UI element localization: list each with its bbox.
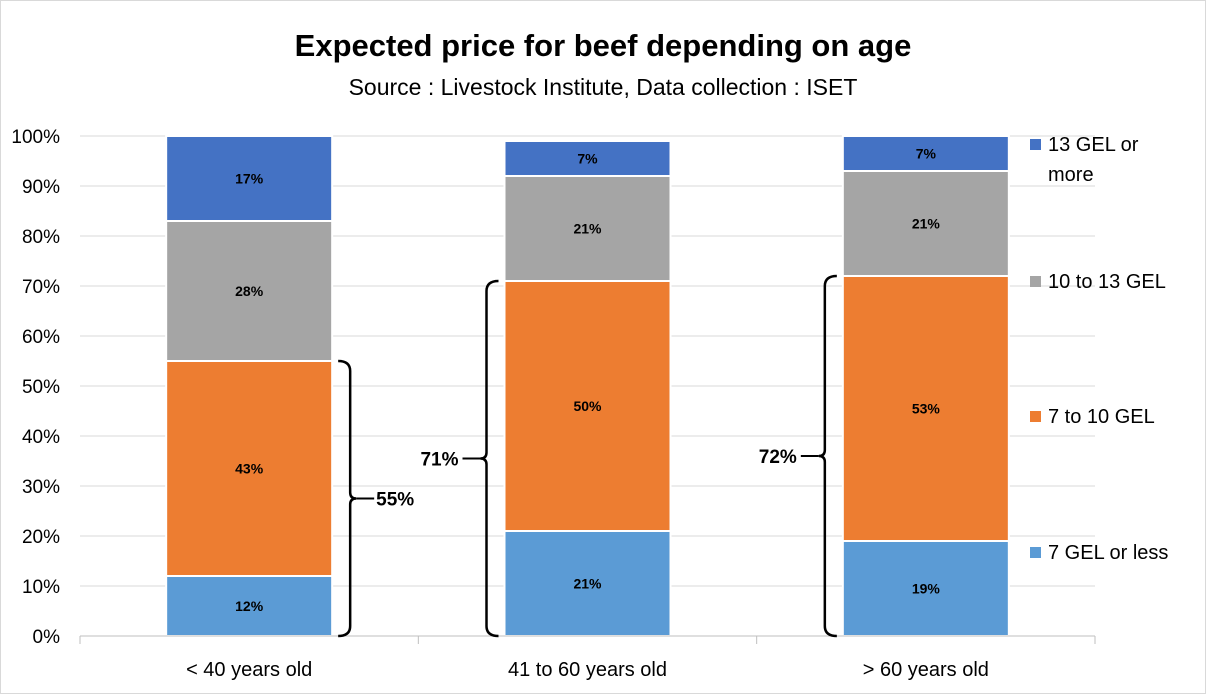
data-label: 7% — [916, 146, 937, 162]
data-label: 21% — [912, 216, 941, 232]
bar-segment — [841, 135, 1010, 172]
bracket-label: 55% — [376, 490, 414, 511]
bracket-label: 71% — [420, 450, 458, 471]
y-tick-label: 70% — [22, 277, 60, 298]
y-tick-label: 40% — [22, 427, 60, 448]
y-tick-label: 50% — [22, 377, 60, 398]
bracket — [338, 359, 357, 638]
legend-label: 7 GEL or less — [1048, 542, 1168, 564]
x-tick-label: 41 to 60 years old — [508, 659, 667, 681]
legend-swatch — [1030, 139, 1041, 150]
bar-segment — [503, 530, 672, 637]
bar-segment — [841, 170, 1010, 277]
y-tick-label: 60% — [22, 327, 60, 348]
data-label: 19% — [912, 581, 941, 597]
data-label: 21% — [573, 576, 602, 592]
bracket — [818, 274, 837, 638]
data-label: 53% — [912, 401, 941, 417]
y-tick-label: 100% — [11, 127, 60, 148]
legend-label: 7 to 10 GEL — [1048, 406, 1155, 428]
y-tick-label: 10% — [22, 577, 60, 598]
legend-swatch — [1030, 547, 1041, 558]
bracket — [480, 279, 499, 638]
bar-segment — [841, 540, 1010, 637]
y-tick-label: 0% — [33, 627, 61, 648]
y-tick-label: 20% — [22, 527, 60, 548]
data-label: 17% — [235, 171, 264, 187]
data-label: 7% — [577, 151, 598, 167]
legend-swatch — [1030, 411, 1041, 422]
bar-segment — [841, 275, 1010, 542]
bar-segment — [503, 140, 672, 177]
y-tick-label: 80% — [22, 227, 60, 248]
legend-label: 13 GEL or more — [1048, 134, 1139, 186]
bar-segment — [503, 280, 672, 532]
bracket-annotations: 55% 71% 72% — [338, 274, 837, 638]
chart-title: Expected price for beef depending on age — [294, 28, 912, 63]
y-tick-label: 90% — [22, 177, 60, 198]
bar-segment — [165, 135, 334, 222]
chart-subtitle: Source : Livestock Institute, Data colle… — [348, 74, 858, 100]
bracket-label: 72% — [759, 447, 797, 468]
bars: 12% 43% 28% 17% 21% 50% 21% 7% 19% 53% 21% 7% — [165, 135, 1010, 637]
axes: 0% 10% 20% 30% 40% 50% 60% 70% 80% 90% 100% < 40 ye… — [11, 127, 1096, 681]
bar-segment — [165, 360, 334, 577]
bar-segment — [503, 175, 672, 282]
x-tick-label: > 60 years old — [863, 659, 989, 681]
data-label: 21% — [573, 221, 602, 237]
legend-label: 10 to 13 GEL — [1048, 271, 1166, 293]
data-label: 12% — [235, 598, 264, 614]
x-tick-label: < 40 years old — [186, 659, 312, 681]
data-label: 50% — [573, 398, 602, 414]
data-label: 28% — [235, 283, 264, 299]
data-label: 43% — [235, 461, 264, 477]
legend: 13 GEL or more 10 to 13 GEL 7 to 10 GEL 7 GE… — [1030, 134, 1168, 564]
legend-swatch — [1030, 276, 1041, 287]
y-tick-label: 30% — [22, 477, 60, 498]
bar-segment — [165, 220, 334, 362]
